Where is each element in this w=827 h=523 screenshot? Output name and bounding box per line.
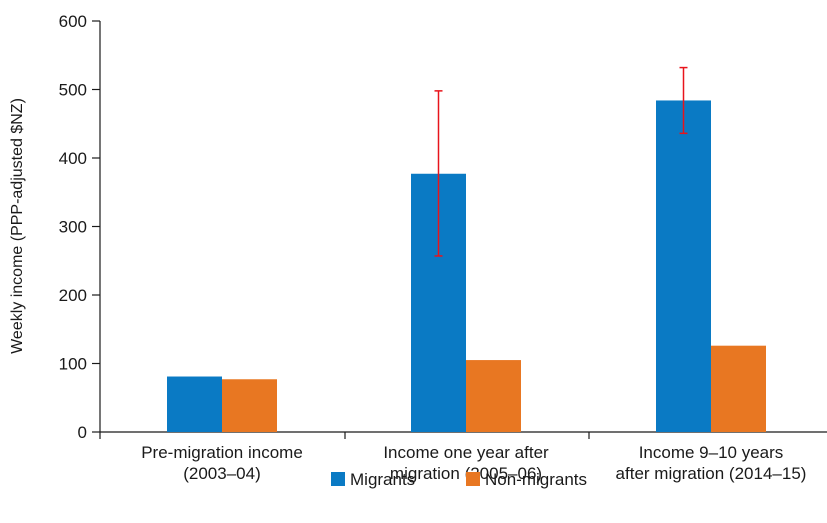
- bar-migrants-2: [656, 100, 711, 433]
- y-tick-label: 600: [59, 12, 87, 31]
- y-tick-label: 500: [59, 81, 87, 100]
- y-tick-label: 200: [59, 286, 87, 305]
- bar-non-migrants-0: [222, 379, 277, 432]
- y-tick-label: 100: [59, 355, 87, 374]
- y-tick-label: 0: [78, 423, 87, 442]
- bar-migrants-0: [167, 376, 222, 432]
- x-category-label: Income 9–10 years: [639, 443, 784, 462]
- legend-label-migrants: Migrants: [350, 470, 415, 489]
- legend-label-non-migrants: Non-migrants: [485, 470, 587, 489]
- bar-non-migrants-2: [711, 345, 766, 432]
- legend-swatch-migrants: [331, 472, 345, 486]
- x-category-label: Income one year after: [383, 443, 549, 462]
- x-category-label: after migration (2014–15): [616, 464, 807, 483]
- legend-swatch-non-migrants: [466, 472, 480, 486]
- y-tick-label: 300: [59, 218, 87, 237]
- error-bars: [434, 66, 688, 257]
- x-category-label: Pre-migration income: [141, 443, 303, 462]
- legend: Migrants Non-migrants: [331, 470, 587, 489]
- bar-non-migrants-1: [466, 360, 521, 432]
- x-category-label: (2003–04): [183, 464, 261, 483]
- y-tick-label: 400: [59, 149, 87, 168]
- y-axis-title: Weekly income (PPP-adjusted $NZ): [9, 98, 26, 354]
- y-axis-title-group: Weekly income (PPP-adjusted $NZ): [9, 98, 26, 354]
- bars: [167, 100, 766, 433]
